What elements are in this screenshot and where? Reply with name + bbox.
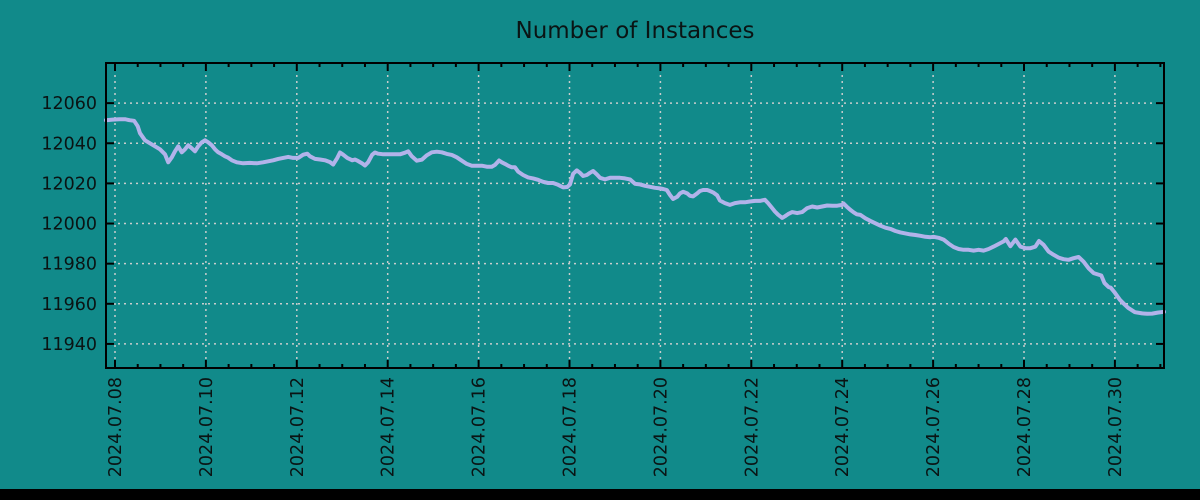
axis-labels: 11940 11960 11980 12000 12020 12040 12060 2024.… xyxy=(41,94,1126,477)
series-line xyxy=(103,117,1166,316)
y-tick-label: 12000 xyxy=(41,215,97,235)
chart-title: Number of Instances xyxy=(516,18,755,44)
x-tick-label: 2024.07.30 xyxy=(1106,377,1126,477)
x-tick-label: 2024.07.08 xyxy=(106,377,126,477)
y-tick-label: 12060 xyxy=(41,94,97,114)
bottom-bar xyxy=(0,489,1200,500)
y-tick-label: 12020 xyxy=(41,174,97,194)
x-tick-label: 2024.07.20 xyxy=(651,377,671,477)
x-tick-label: 2024.07.24 xyxy=(833,377,853,477)
plot-frame xyxy=(105,62,1165,369)
x-tick-label: 2024.07.10 xyxy=(197,377,217,477)
x-tick-label: 2024.07.18 xyxy=(561,377,581,477)
y-tick-label: 11960 xyxy=(41,295,97,315)
axes xyxy=(105,62,1165,369)
x-tick-label: 2024.07.12 xyxy=(288,377,308,477)
series-layer xyxy=(103,117,1166,316)
x-tick-label: 2024.07.28 xyxy=(1015,377,1035,477)
x-tick-label: 2024.07.14 xyxy=(379,377,399,477)
x-tick-label: 2024.07.22 xyxy=(742,377,762,477)
y-tick-label: 11940 xyxy=(41,335,97,355)
y-tick-label: 11980 xyxy=(41,255,97,275)
y-tick-label: 12040 xyxy=(41,134,97,154)
x-tick-label: 2024.07.26 xyxy=(924,377,944,477)
x-tick-label: 2024.07.16 xyxy=(470,377,490,477)
